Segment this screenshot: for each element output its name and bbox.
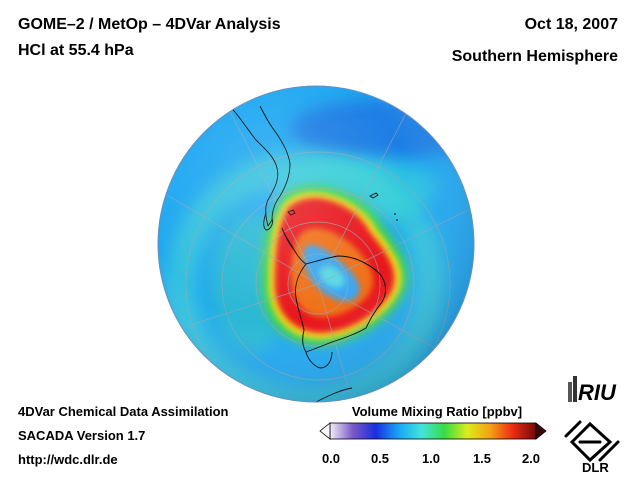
date-label: Oct 18, 2007 [524,16,618,33]
colorbar-high-arrow [535,422,547,440]
riu-logo: RIU [568,376,617,405]
colorbar-tick: 1.0 [421,451,441,466]
colorbar-tick: 0.0 [321,451,341,466]
globe-shading [158,86,474,402]
map-subtitle: HCl at 55.4 hPa [18,42,134,59]
colorbar-title: Volume Mixing Ratio [ppbv] [351,404,523,419]
colorbar-tick: 2.0 [521,451,541,466]
riu-logo-text: RIU [578,380,617,405]
footer-line-2: SACADA Version 1.7 [18,428,146,443]
colorbar-low-arrow [319,422,331,440]
colorbar-tick: 1.5 [472,451,492,466]
dlr-logo-text: DLR [582,460,609,475]
footer-url: http://wdc.dlr.de [18,452,118,467]
colorbar [319,422,547,440]
colorbar-gradient [329,422,537,440]
globe-map [157,85,475,403]
footer-line-1: 4DVar Chemical Data Assimilation [18,404,229,419]
hemisphere-label: Southern Hemisphere [451,48,618,65]
globe-rim [157,85,475,403]
map-title: GOME–2 / MetOp – 4DVar Analysis [18,16,281,33]
dlr-logo: DLR [564,420,620,475]
colorbar-tick: 0.5 [370,451,390,466]
